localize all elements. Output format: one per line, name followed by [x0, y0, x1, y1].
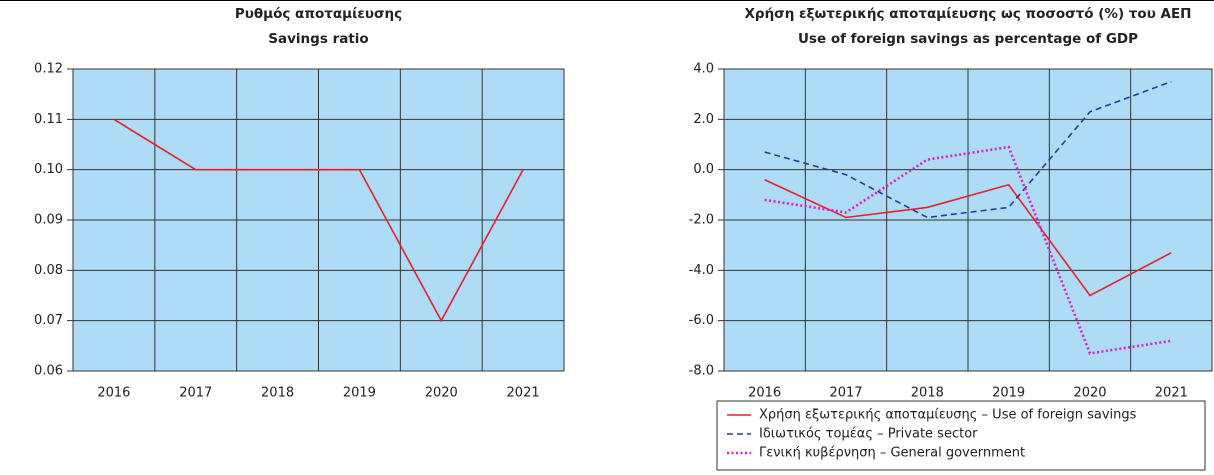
x-tick-label: 2020 — [1073, 386, 1106, 401]
x-tick-label: 2019 — [343, 386, 376, 401]
legend-label: Χρήση εξωτερικής αποταμίευσης – Use of f… — [759, 408, 1137, 423]
legend-label: Ιδιωτικός τομέας – Private sector — [759, 427, 978, 442]
plot-frame — [723, 68, 1213, 372]
y-tick-label: 0.09 — [34, 213, 63, 228]
x-tick-label: 2018 — [911, 386, 944, 401]
y-tick-label: 0.06 — [34, 364, 63, 379]
y-tick-label: -6.0 — [689, 313, 714, 328]
y-tick-label: 0.12 — [34, 62, 63, 77]
plot-frame — [72, 68, 565, 372]
y-tick-label: 0.08 — [34, 263, 63, 278]
chart-title: Ρυθμός αποταμίευσης — [235, 6, 402, 22]
legend-box — [716, 400, 1206, 471]
x-tick-label: 2018 — [261, 386, 294, 401]
x-tick-label: 2021 — [1155, 386, 1188, 401]
x-tick-label: 2016 — [97, 386, 130, 401]
y-tick-label: 0.0 — [693, 162, 714, 177]
y-tick-label: -4.0 — [689, 263, 714, 278]
y-tick-label: -8.0 — [689, 364, 714, 379]
x-tick-label: 2021 — [507, 386, 540, 401]
chart-title: Χρήση εξωτερικής αποταμίευσης ως ποσοστό… — [745, 6, 1192, 22]
legend-label: Γενική κυβέρνηση – General government — [759, 446, 1025, 461]
x-tick-label: 2016 — [748, 386, 781, 401]
y-tick-label: 0.07 — [34, 313, 63, 328]
y-tick-label: 0.10 — [34, 162, 63, 177]
x-tick-label: 2017 — [829, 386, 862, 401]
y-tick-label: 2.0 — [693, 112, 714, 127]
y-tick-label: 0.11 — [34, 112, 63, 127]
chart-subtitle: Savings ratio — [268, 31, 368, 47]
x-tick-label: 2020 — [425, 386, 458, 401]
x-tick-label: 2017 — [179, 386, 212, 401]
chart-subtitle: Use of foreign savings as percentage of … — [798, 31, 1138, 47]
series-line — [113, 118, 524, 323]
y-tick-label: 4.0 — [693, 62, 714, 77]
x-tick-label: 2019 — [992, 386, 1025, 401]
series-line — [764, 145, 1172, 355]
y-tick-label: -2.0 — [689, 213, 714, 228]
series-line — [764, 80, 1172, 219]
